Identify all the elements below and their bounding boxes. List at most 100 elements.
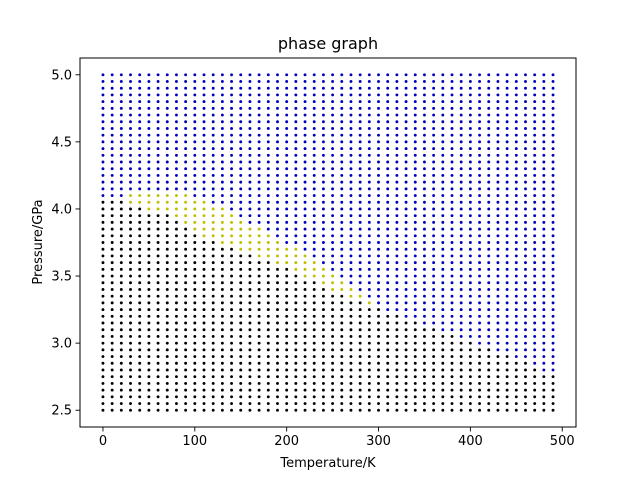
phase-point-blue	[276, 214, 279, 218]
phase-point-blue	[367, 86, 371, 90]
phase-point-blue	[340, 120, 344, 124]
phase-point-blue	[101, 173, 105, 177]
phase-point-blue	[551, 173, 555, 177]
phase-point-black	[101, 301, 105, 305]
phase-point-blue	[450, 200, 454, 204]
phase-point-blue	[377, 80, 380, 83]
phase-point-blue	[533, 348, 537, 352]
phase-point-blue	[459, 153, 463, 157]
phase-point-blue	[505, 120, 509, 124]
phase-point-blue	[101, 167, 105, 171]
phase-point-blue	[147, 127, 151, 130]
phase-point-blue	[450, 247, 454, 251]
phase-point-blue	[505, 241, 509, 244]
phase-point-black	[340, 328, 344, 332]
phase-point-blue	[386, 86, 390, 90]
phase-point-yellow	[147, 207, 151, 211]
phase-point-blue	[119, 140, 123, 144]
phase-point-blue	[459, 86, 463, 90]
phase-point-blue	[514, 234, 518, 238]
phase-point-blue	[165, 187, 169, 191]
phase-point-black	[422, 355, 426, 358]
phase-point-black	[377, 381, 380, 385]
phase-point-blue	[110, 100, 114, 104]
phase-point-black	[156, 220, 160, 224]
phase-point-black	[129, 267, 132, 271]
phase-point-blue	[321, 127, 325, 130]
phase-point-blue	[285, 194, 289, 197]
phase-point-blue	[367, 133, 371, 137]
phase-point-black	[266, 281, 270, 285]
phase-point-blue	[257, 127, 261, 130]
phase-point-black	[110, 375, 114, 379]
phase-point-black	[165, 375, 169, 379]
phase-point-blue	[422, 261, 426, 265]
phase-point-black	[101, 247, 105, 251]
phase-point-blue	[340, 153, 344, 157]
phase-point-yellow	[156, 200, 160, 204]
phase-point-black	[340, 334, 344, 338]
phase-point-blue	[386, 127, 390, 130]
phase-point-black	[230, 328, 234, 332]
phase-point-blue	[524, 314, 527, 318]
phase-point-black	[386, 402, 390, 405]
phase-point-blue	[450, 167, 454, 171]
phase-point-blue	[514, 288, 518, 291]
phase-point-blue	[193, 73, 197, 77]
phase-point-blue	[138, 180, 142, 184]
phase-point-black	[505, 368, 509, 372]
phase-point-black	[174, 361, 178, 365]
phase-point-blue	[450, 120, 454, 124]
phase-point-blue	[239, 100, 243, 104]
phase-point-blue	[184, 180, 188, 184]
phase-point-black	[147, 402, 151, 405]
phase-point-black	[101, 234, 105, 238]
phase-point-black	[294, 328, 298, 332]
phase-point-blue	[551, 281, 555, 285]
phase-point-blue	[211, 80, 215, 83]
phase-point-black	[266, 328, 270, 332]
phase-point-blue	[505, 308, 509, 312]
phase-point-blue	[294, 106, 298, 110]
phase-point-black	[138, 220, 142, 224]
phase-point-yellow	[202, 207, 206, 211]
phase-point-blue	[165, 140, 169, 144]
phase-point-black	[303, 328, 307, 332]
phase-point-black	[340, 388, 344, 392]
phase-point-black	[110, 368, 114, 372]
phase-point-blue	[147, 167, 151, 171]
phase-point-blue	[266, 140, 270, 144]
phase-point-blue	[496, 321, 500, 325]
phase-point-black	[413, 368, 417, 372]
phase-point-blue	[184, 100, 188, 104]
phase-point-black	[220, 294, 224, 298]
phase-point-black	[514, 388, 518, 392]
phase-point-blue	[331, 207, 335, 211]
phase-point-blue	[496, 113, 500, 117]
phase-point-black	[211, 321, 215, 325]
phase-point-black	[156, 227, 160, 231]
phase-point-blue	[551, 288, 555, 291]
phase-point-black	[165, 234, 169, 238]
phase-point-blue	[478, 127, 482, 130]
phase-point-black	[129, 408, 132, 412]
phase-point-blue	[239, 133, 243, 137]
phase-point-blue	[542, 308, 546, 312]
phase-point-blue	[101, 187, 105, 191]
phase-point-blue	[441, 120, 445, 124]
phase-point-black	[239, 321, 243, 325]
phase-point-black	[321, 314, 325, 318]
phase-point-blue	[220, 194, 224, 197]
phase-point-black	[211, 267, 215, 271]
phase-point-blue	[441, 140, 445, 144]
phase-point-blue	[386, 173, 390, 177]
phase-point-blue	[184, 133, 188, 137]
phase-point-blue	[331, 220, 335, 224]
phase-point-blue	[432, 187, 436, 191]
phase-point-blue	[358, 234, 362, 238]
phase-point-blue	[340, 207, 344, 211]
phase-point-black	[395, 341, 399, 345]
phase-point-blue	[551, 308, 555, 312]
phase-point-black	[404, 381, 408, 385]
phase-point-black	[174, 314, 178, 318]
